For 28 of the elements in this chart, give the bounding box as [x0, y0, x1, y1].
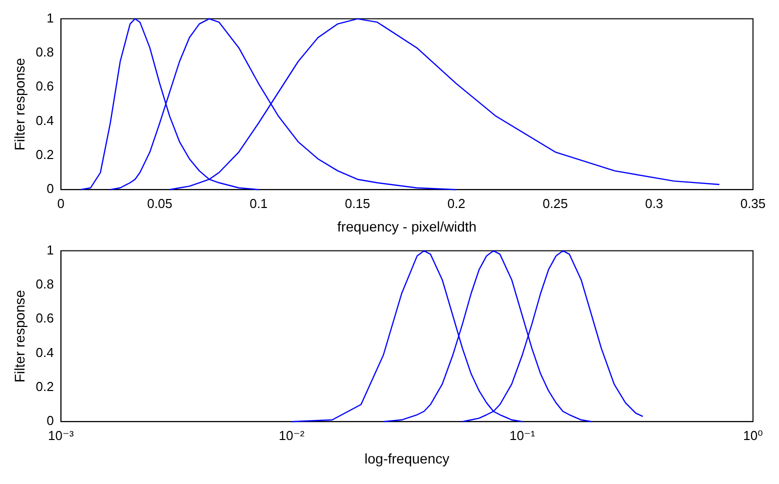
x-tick-label: 10⁻³ [48, 428, 74, 443]
y-tick-label: 0 [46, 181, 54, 196]
y-tick-label: 1 [46, 242, 54, 258]
x-axis-title: frequency - pixel/width [337, 218, 477, 234]
y-tick-label: 1 [46, 10, 54, 26]
x-tick-label: 0.15 [344, 196, 370, 211]
x-tick-label: 0.25 [542, 196, 568, 211]
y-axis-title: Filter response [11, 58, 28, 150]
y-tick-label: 0 [46, 413, 54, 428]
y-tick-label: 0.6 [36, 310, 54, 326]
y-tick-label: 0.8 [36, 276, 54, 292]
x-tick-label: 0.05 [147, 196, 172, 211]
x-axis-title: log-frequency [364, 450, 450, 466]
x-tick-label: 0 [57, 196, 64, 211]
x-tick-label: 0.1 [250, 196, 268, 211]
y-tick-label: 0.4 [36, 344, 54, 360]
x-tick-label: 0.2 [447, 196, 466, 211]
x-tick-label: 0.3 [645, 196, 664, 211]
y-tick-label: 0.6 [36, 78, 54, 94]
y-tick-label: 0.2 [36, 147, 54, 162]
x-tick-label: 10⁰ [743, 428, 763, 443]
y-axis-title: Filter response [11, 290, 28, 382]
y-tick-label: 0.4 [36, 112, 54, 128]
x-tick-label: 10⁻¹ [509, 428, 536, 443]
y-tick-label: 0.2 [36, 379, 54, 394]
y-tick-label: 0.8 [36, 44, 54, 60]
x-tick-label: 10⁻² [278, 428, 306, 443]
x-tick-label: 0.35 [740, 196, 766, 211]
